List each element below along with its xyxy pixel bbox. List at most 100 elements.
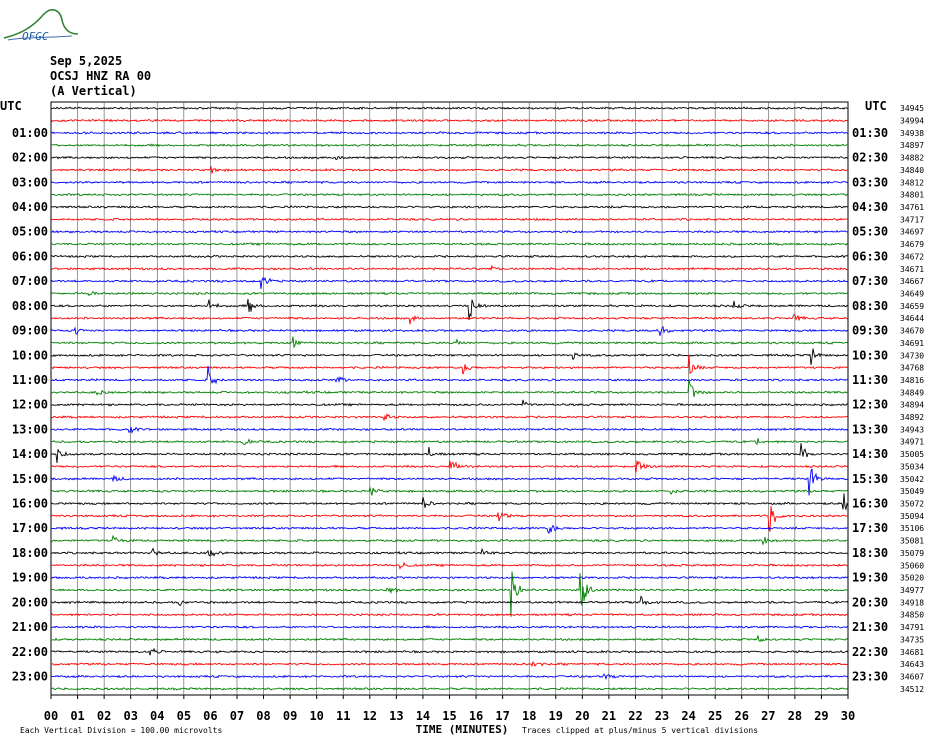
x-tick-label: 30: [841, 709, 855, 723]
seismic-trace: [50, 547, 849, 557]
seismic-trace: [50, 493, 849, 511]
seismic-trace: [50, 118, 849, 123]
seismic-trace: [50, 506, 849, 532]
x-tick-label: 27: [761, 709, 775, 723]
left-time-label: 13:00: [12, 422, 48, 436]
seismic-trace: [50, 276, 849, 289]
trace-offset-label: 34644: [900, 314, 924, 323]
trace-offset-label: 35060: [900, 561, 924, 570]
left-time-label: 18:00: [12, 546, 48, 560]
seismic-trace: [50, 192, 849, 197]
left-time-label: 05:00: [12, 225, 48, 239]
ofgc-logo: OFGC: [3, 9, 79, 43]
x-tick-label: 20: [575, 709, 589, 723]
x-tick-label: 26: [735, 709, 749, 723]
trace-offset-label: 34761: [900, 203, 924, 212]
left-time-label: 21:00: [12, 620, 48, 634]
seismic-trace: [50, 468, 849, 496]
trace-offset-label: 34643: [900, 660, 924, 669]
seismic-trace: [50, 291, 848, 297]
left-time-label: 10:00: [12, 348, 48, 362]
component-label: (A Vertical): [50, 84, 137, 98]
seismic-trace: [50, 625, 849, 629]
x-tick-label: 13: [389, 709, 403, 723]
seismic-trace: [50, 254, 849, 259]
right-time-label: 07:30: [852, 274, 888, 288]
seismic-trace: [50, 242, 849, 247]
seismic-trace: [50, 399, 849, 407]
left-time-label: 03:00: [12, 175, 48, 189]
right-time-label: 04:30: [852, 200, 888, 214]
trace-offset-label: 34717: [900, 215, 924, 224]
x-tick-label: 02: [97, 709, 111, 723]
trace-offset-label: 34671: [900, 265, 924, 274]
x-tick-label: 01: [70, 709, 84, 723]
trace-offset-label: 35079: [900, 549, 924, 558]
right-time-label: 12:30: [852, 398, 888, 412]
seismic-trace: [50, 336, 849, 349]
seismic-trace: [50, 561, 849, 570]
trace-offset-label: 34892: [900, 413, 924, 422]
trace-offset-label: 35094: [900, 512, 924, 521]
seismic-trace: [50, 165, 849, 174]
right-time-label: 09:30: [852, 324, 888, 338]
right-time-label: 01:30: [852, 126, 888, 140]
plot-date: Sep 5,2025: [50, 54, 123, 68]
seismic-trace: [50, 348, 849, 365]
trace-offset-label: 34897: [900, 141, 924, 150]
right-time-label: 10:30: [852, 348, 888, 362]
trace-offset-label: 34735: [900, 635, 924, 644]
seismic-trace: [50, 438, 849, 446]
left-time-label: 04:00: [12, 200, 48, 214]
x-tick-label: 28: [788, 709, 802, 723]
trace-offset-label: 35072: [900, 500, 924, 509]
x-tick-label: 09: [283, 709, 297, 723]
trace-offset-label: 34730: [900, 351, 924, 360]
seismic-trace: [50, 130, 849, 135]
left-time-label: 15:00: [12, 472, 48, 486]
trace-offset-label: 34801: [900, 191, 924, 200]
x-tick-label: 22: [628, 709, 642, 723]
seismic-trace: [51, 673, 849, 681]
seismic-trace: [50, 264, 849, 271]
trace-offset-label: 34691: [900, 339, 924, 348]
left-time-label: 22:00: [12, 645, 48, 659]
seismic-trace: [51, 575, 849, 580]
seismic-trace: [50, 314, 849, 325]
trace-offset-label: 35005: [900, 450, 924, 459]
trace-offset-label: 34681: [900, 648, 924, 657]
x-tick-label: 19: [549, 709, 563, 723]
x-tick-label: 16: [469, 709, 483, 723]
trace-offset-label: 34849: [900, 388, 924, 397]
right-time-label: 16:30: [852, 497, 888, 511]
trace-offset-label: 34679: [900, 240, 924, 249]
x-tick-label: 12: [363, 709, 377, 723]
seismic-trace: [50, 205, 849, 209]
seismic-trace: [51, 686, 849, 691]
right-time-label: 06:30: [852, 249, 888, 263]
trace-offset-label: 35081: [900, 537, 924, 546]
left-time-label: 12:00: [12, 398, 48, 412]
footer-scale-note: Each Vertical Division = 100.00 microvol…: [20, 726, 222, 735]
trace-offset-label: 35034: [900, 462, 924, 471]
seismic-trace: [50, 217, 849, 222]
right-time-label: 03:30: [852, 175, 888, 189]
seismic-trace: [50, 298, 849, 320]
seismic-trace: [50, 485, 849, 496]
trace-offset-label: 34607: [900, 672, 924, 681]
right-time-label: 13:30: [852, 422, 888, 436]
right-time-label: 22:30: [852, 645, 888, 659]
x-tick-label: 25: [708, 709, 722, 723]
seismic-trace: [50, 571, 848, 617]
trace-offset-label: 34945: [900, 104, 924, 113]
trace-offset-label: 34791: [900, 623, 924, 632]
trace-offset-label: 34649: [900, 289, 924, 298]
x-tick-label: 17: [495, 709, 509, 723]
left-time-label: 14:00: [12, 447, 48, 461]
left-time-label: 17:00: [12, 521, 48, 535]
seismic-trace: [50, 426, 849, 434]
trace-offset-label: 34850: [900, 611, 924, 620]
seismic-trace: [50, 180, 849, 185]
x-tick-label: 14: [416, 709, 430, 723]
